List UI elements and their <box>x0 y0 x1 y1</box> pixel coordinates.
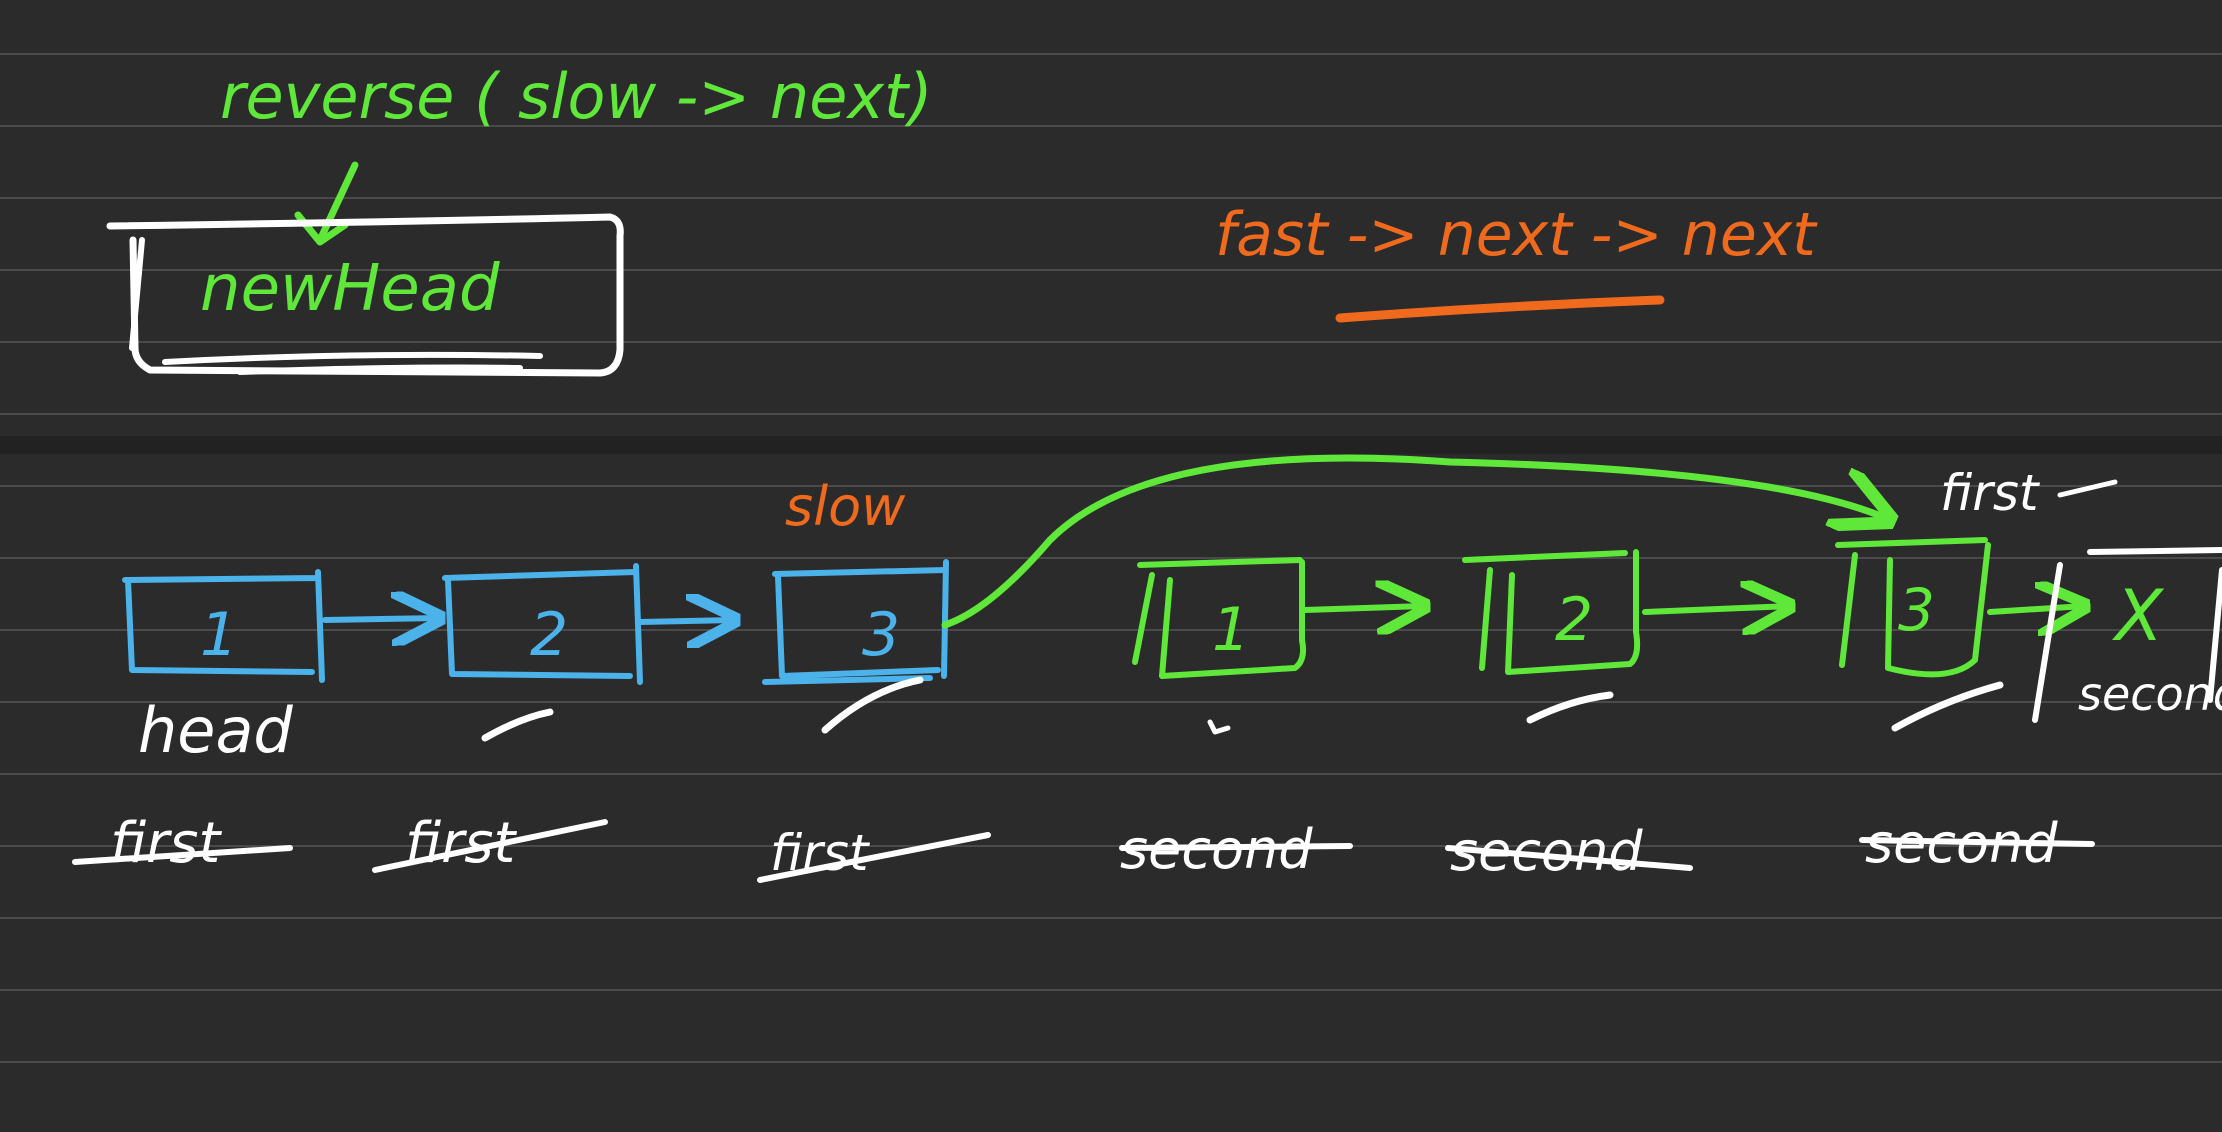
green-curved-link <box>941 454 1890 629</box>
node-value: 3 <box>862 600 900 670</box>
strike-item-1: first <box>72 811 293 876</box>
strike-row: first first first second second second <box>72 811 2095 883</box>
green-pointer-stroke <box>294 161 359 246</box>
ruled-lines <box>0 53 2222 1063</box>
first-half-list: 1 2 3 <box>122 559 949 685</box>
arrow-blue-2-3 <box>637 620 735 622</box>
newhead-box <box>106 213 624 377</box>
orange-underline <box>1335 295 1665 323</box>
first-label-tail <box>2057 479 2118 498</box>
arrow-green-1-2 <box>1302 606 1425 610</box>
bottom-page: slow 1 2 3 1 <box>72 454 2222 883</box>
green-note: reverse ( slow -> next) <box>220 60 933 133</box>
blue-node-2: 2 <box>442 563 643 685</box>
newhead-underline <box>162 351 543 375</box>
top-page: reverse ( slow -> next) newHead fast -> … <box>106 60 1818 377</box>
null-bracket <box>2032 547 2222 723</box>
green-node-2: 2 <box>1462 549 1641 675</box>
strike-item-4: second <box>1119 818 1353 881</box>
green-node-1: 1 <box>1132 557 1307 679</box>
strike-text: first <box>110 811 222 876</box>
page-divider <box>0 436 2222 454</box>
second-half-list: 1 2 3 X <box>1132 537 2165 679</box>
arrow-green-3-null <box>1987 606 2085 612</box>
blue-node-1: 1 <box>122 569 325 683</box>
blue-node-3: 3 <box>762 559 949 685</box>
orange-note: fast -> next -> next <box>1215 200 1818 270</box>
newhead-box-side <box>129 237 145 351</box>
strike-item-6: second <box>1859 812 2095 875</box>
null-mark: X <box>2111 575 2165 657</box>
newhead-label: newHead <box>200 252 500 326</box>
tick-marks <box>481 676 2004 742</box>
strike-item-3: first <box>757 824 991 883</box>
green-node-3: 3 <box>1835 537 1991 678</box>
slow-label: slow <box>785 475 906 538</box>
arrow-green-2-3 <box>1642 606 1790 612</box>
node-value: 3 <box>1898 576 1935 644</box>
first-label-right: first <box>1940 464 2041 522</box>
node-value: 2 <box>1555 585 1593 655</box>
node-value: 2 <box>530 600 568 670</box>
arrow-blue-1-2 <box>322 618 440 620</box>
second-label-right: second <box>2078 667 2222 721</box>
strike-item-2: first <box>372 811 608 876</box>
head-label: head <box>138 694 293 767</box>
strike-item-5: second <box>1445 820 1693 883</box>
node-value: 1 <box>200 600 238 670</box>
node-value: 1 <box>1212 595 1250 665</box>
